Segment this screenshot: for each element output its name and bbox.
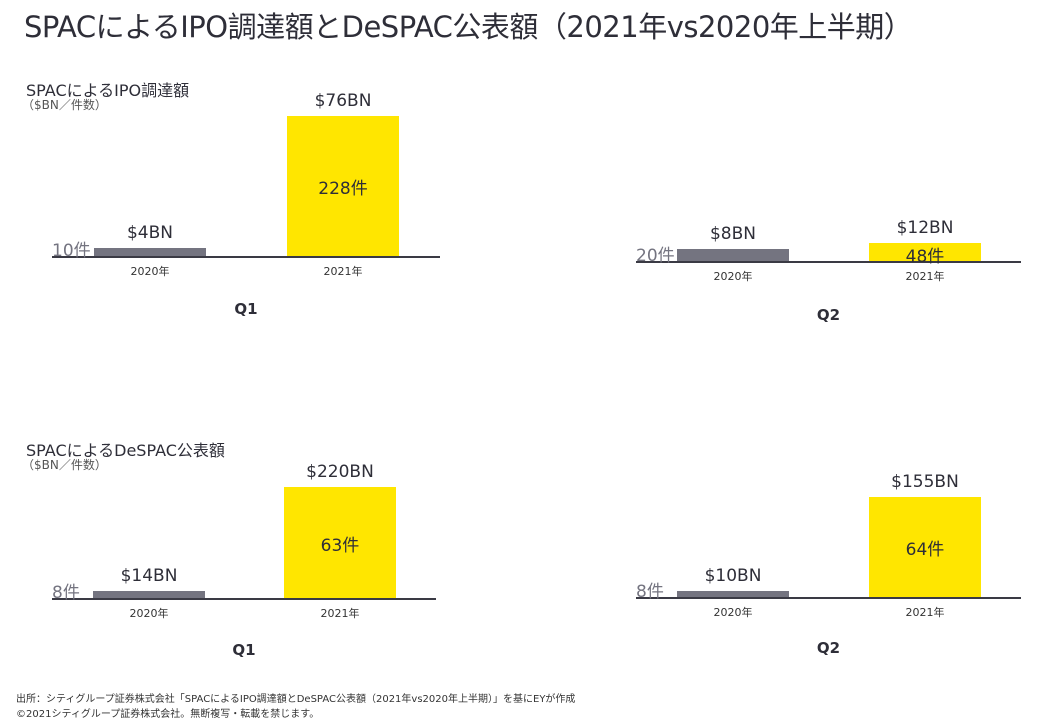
section-unit-ipo: （$BN／件数） bbox=[22, 98, 107, 112]
x-tick-label-2021: 2021年 bbox=[905, 270, 945, 283]
x-tick-label-2020: 2020年 bbox=[130, 265, 170, 278]
value-label-2020: $10BN bbox=[704, 565, 762, 586]
x-axis-line bbox=[636, 597, 1021, 599]
x-tick-label-2020: 2020年 bbox=[129, 607, 169, 620]
value-label-2021: $12BN bbox=[896, 218, 954, 238]
page-title: SPACによるIPO調達額とDeSPAC公表額（2021年vs2020年上半期） bbox=[24, 10, 913, 44]
bar-2020 bbox=[94, 248, 206, 256]
count-label-2020: 8件 bbox=[52, 583, 80, 603]
x-tick-label-2021: 2021年 bbox=[905, 606, 945, 619]
count-label-2020: 10件 bbox=[52, 241, 91, 261]
x-tick-label-2020: 2020年 bbox=[713, 606, 753, 619]
count-label-2021: 64件 bbox=[905, 540, 945, 560]
count-label-2021: 48件 bbox=[905, 247, 945, 267]
source-note: 出所：シティグループ証券株式会社「SPACによるIPO調達額とDeSPAC公表額… bbox=[16, 694, 576, 705]
value-label-2020: $14BN bbox=[120, 565, 178, 586]
copyright-note: ©2021シティグループ証券株式会社。無断複写・転載を禁じます。 bbox=[16, 709, 320, 720]
count-label-2020: 20件 bbox=[636, 246, 675, 266]
quarter-label: Q1 bbox=[234, 300, 258, 318]
value-label-2021: $76BN bbox=[314, 91, 372, 111]
count-label-2020: 8件 bbox=[636, 582, 664, 602]
section-title-despac: SPACによるDeSPAC公表額 bbox=[26, 441, 225, 460]
value-label-2020: $4BN bbox=[126, 223, 174, 243]
x-tick-label-2021: 2021年 bbox=[320, 607, 360, 620]
count-label-2021: 228件 bbox=[318, 179, 368, 199]
bar-2021 bbox=[869, 497, 981, 597]
section-unit-despac: （$BN／件数） bbox=[22, 458, 107, 472]
quarter-label: Q2 bbox=[816, 639, 841, 657]
x-axis-line bbox=[636, 261, 1021, 263]
x-tick-label-2020: 2020年 bbox=[713, 270, 753, 283]
section-title-ipo: SPACによるIPO調達額 bbox=[26, 81, 190, 100]
bar-2021 bbox=[284, 487, 396, 598]
quarter-label: Q2 bbox=[816, 306, 841, 324]
x-axis-line bbox=[52, 598, 436, 600]
value-label-2021: $155BN bbox=[891, 472, 959, 492]
count-label-2021: 63件 bbox=[320, 535, 360, 556]
bar-2020 bbox=[677, 590, 789, 597]
quarter-label: Q1 bbox=[232, 641, 256, 659]
x-axis-line bbox=[52, 256, 440, 258]
value-label-2020: $8BN bbox=[709, 224, 757, 244]
bar-2020 bbox=[93, 590, 205, 598]
value-label-2021: $220BN bbox=[306, 462, 374, 482]
x-tick-label-2021: 2021年 bbox=[323, 265, 363, 278]
bar-2020 bbox=[677, 249, 789, 261]
bar-2021 bbox=[287, 116, 399, 256]
bar-2021 bbox=[869, 243, 981, 261]
